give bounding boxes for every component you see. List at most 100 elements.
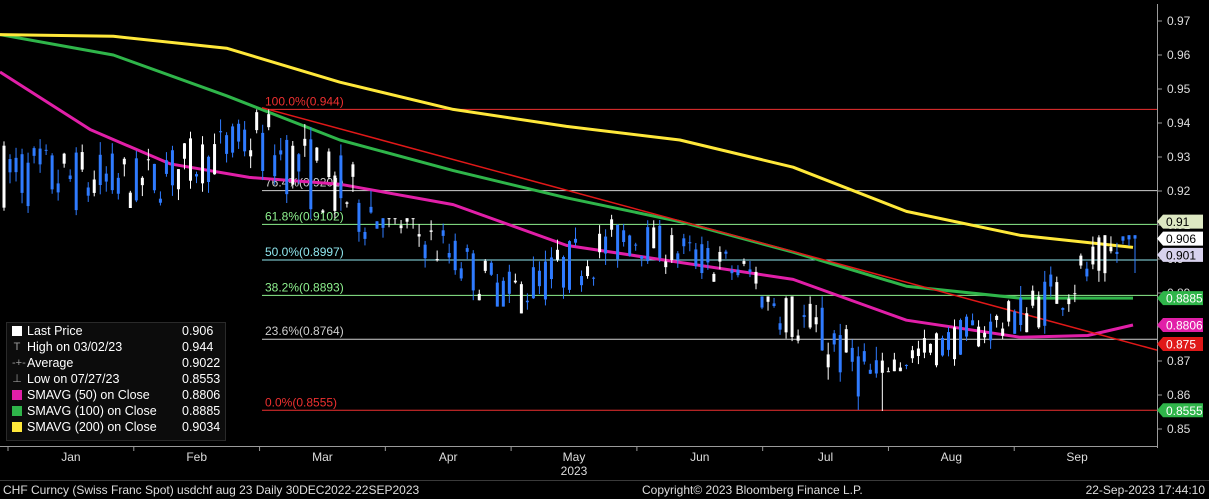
candle-body xyxy=(730,270,734,274)
candle-body xyxy=(826,354,830,368)
legend-value: 0.944 xyxy=(182,340,214,354)
candle-body xyxy=(333,175,337,211)
candle-body xyxy=(182,143,186,159)
candle-body xyxy=(652,227,656,249)
candle-body xyxy=(44,149,48,151)
fib-label: 38.2%(0.8893) xyxy=(265,280,344,294)
candle-body xyxy=(802,315,806,317)
candle-body xyxy=(724,251,728,254)
candle-body xyxy=(387,218,391,220)
candle-body xyxy=(465,248,469,252)
candle-body xyxy=(1127,235,1131,240)
y-tick-label: 0.97 xyxy=(1167,14,1191,28)
candle-body xyxy=(321,210,325,213)
legend-swatch xyxy=(12,406,22,416)
candle-body xyxy=(766,296,770,302)
candle-body xyxy=(140,177,144,186)
fib-label: 0.0%(0.8555) xyxy=(265,395,337,409)
legend-row: Last Price 0.906 xyxy=(7,323,225,339)
price-tag xyxy=(1157,291,1203,306)
legend-label: Last Price xyxy=(27,324,83,338)
candle-body xyxy=(92,179,96,193)
candle-body xyxy=(959,320,963,355)
candle-body xyxy=(971,320,975,326)
candle-body xyxy=(56,183,60,193)
candle-body xyxy=(345,202,349,204)
candle-body xyxy=(712,273,716,282)
legend-value: 0.9034 xyxy=(182,420,221,434)
candle-body xyxy=(874,360,878,374)
legend-row: T High on 03/02/23 0.944 xyxy=(7,339,225,355)
fib-label: 100.0%(0.944) xyxy=(265,94,344,108)
x-year-label: 2023 xyxy=(561,464,588,478)
candle-body xyxy=(574,238,578,243)
candle-body xyxy=(1121,236,1125,241)
candle-body xyxy=(868,369,872,374)
candle-body xyxy=(808,303,812,328)
candle-body xyxy=(1115,251,1119,254)
candle-body xyxy=(303,138,307,146)
legend-marker-icon: -+- xyxy=(12,357,26,369)
candle-body xyxy=(122,158,126,165)
candle-body xyxy=(1067,298,1071,305)
legend-row: -+- Average 0.9022 xyxy=(7,355,225,371)
candle-body xyxy=(363,231,367,239)
candle-body xyxy=(195,174,199,177)
legend-label: SMAVG (50) on Close xyxy=(27,388,150,402)
footer-copyright: Copyright© 2023 Bloomberg Finance L.P. xyxy=(642,483,863,497)
candle-body xyxy=(441,230,445,236)
chart-legend: Last Price 0.906 T High on 03/02/23 0.944 -+-… xyxy=(6,322,226,441)
candle-body xyxy=(369,206,373,213)
legend-label: SMAVG (100) on Close xyxy=(27,404,157,418)
candle-body xyxy=(670,235,674,261)
candle-body xyxy=(983,332,987,338)
candle-body xyxy=(170,150,174,186)
x-tick-label: Sep xyxy=(1066,450,1088,464)
candle-body xyxy=(261,132,265,172)
candle-body xyxy=(995,315,999,320)
candle-body xyxy=(62,153,66,164)
candle-body xyxy=(38,148,42,165)
candle-body xyxy=(429,230,433,232)
candle-body xyxy=(50,155,54,190)
candle-body xyxy=(916,348,920,357)
candle-body xyxy=(928,343,932,353)
candle-body xyxy=(501,280,505,307)
candle-body xyxy=(953,327,957,360)
candle-body xyxy=(375,221,379,229)
candle-body xyxy=(1079,255,1083,266)
candle-body xyxy=(947,332,951,350)
candle-body xyxy=(898,367,902,372)
candle-body xyxy=(134,158,138,201)
candle-body xyxy=(561,256,565,288)
fib-label: 61.8%(0.9102) xyxy=(265,209,344,223)
candle-body xyxy=(628,235,632,256)
candle-body xyxy=(447,253,451,258)
candle-body xyxy=(399,225,403,229)
candle-body xyxy=(417,234,421,237)
candle-body xyxy=(664,261,668,268)
candle-body xyxy=(989,321,993,341)
price-tag xyxy=(1157,337,1203,351)
candle-body xyxy=(435,258,439,261)
legend-label: SMAVG (200) on Close xyxy=(27,420,157,434)
candle-body xyxy=(507,271,511,294)
chart-footer: CHF Curncy (Swiss Franc Spot) usdchf aug… xyxy=(0,480,1209,499)
candle-body xyxy=(285,139,289,195)
candle-body xyxy=(778,323,782,330)
candle-body xyxy=(525,300,529,303)
candle-body xyxy=(850,347,854,362)
candle-body xyxy=(880,360,884,373)
candle-body xyxy=(934,333,938,366)
candle-body xyxy=(1085,268,1089,277)
x-tick-label: Apr xyxy=(439,450,458,464)
candle-body xyxy=(1013,311,1017,334)
candle-body xyxy=(832,333,836,345)
candle-body xyxy=(658,225,662,259)
candle-body xyxy=(393,218,397,220)
price-tag-label: 0.8806 xyxy=(1166,318,1203,332)
candle-body xyxy=(237,123,241,142)
candle-body xyxy=(784,298,788,333)
candle-body xyxy=(1091,246,1095,265)
candle-body xyxy=(146,159,150,161)
